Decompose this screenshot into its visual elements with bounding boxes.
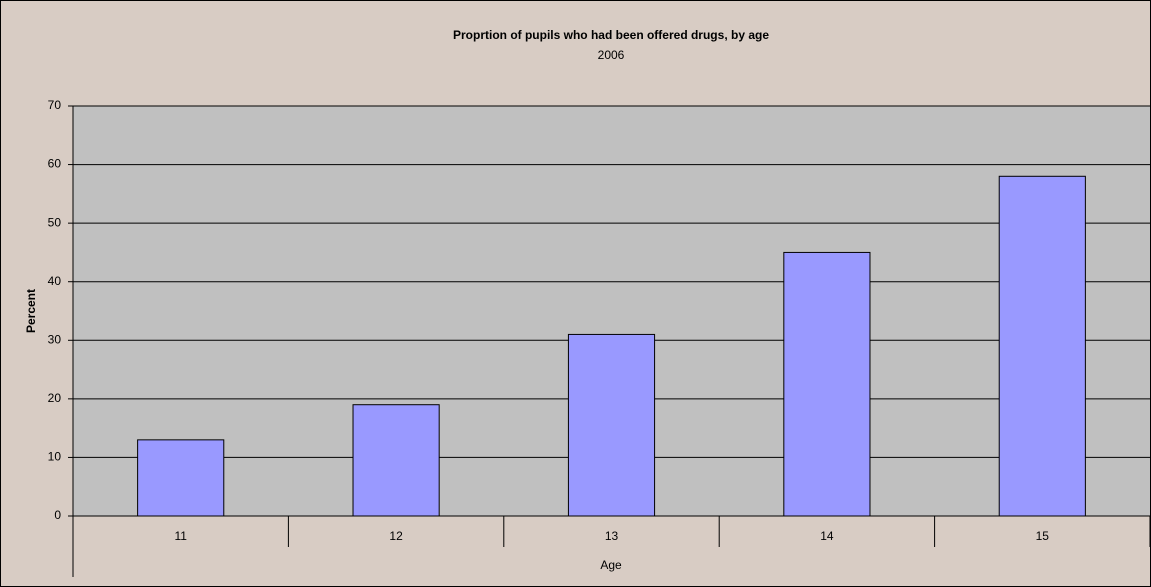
y-tick-label: 0 [54,508,61,522]
x-axis-label: Age [600,558,622,572]
x-tick-label: 13 [605,529,619,543]
y-tick-label: 60 [48,157,62,171]
x-tick-label: 12 [389,529,403,543]
bar [352,404,440,517]
bar [137,439,225,517]
chart-title: Proprtion of pupils who had been offered… [453,28,769,42]
y-tick-label: 20 [48,391,62,405]
y-tick-label: 40 [48,274,62,288]
y-axis-label: Percent [24,289,38,333]
y-tick-label: 10 [48,450,62,464]
y-tick-label: 50 [48,215,62,229]
x-tick-label: 11 [174,529,187,543]
bar [998,175,1086,517]
y-tick-label: 70 [48,98,62,112]
bar [783,251,871,517]
bar [567,333,656,517]
x-tick-label: 15 [1036,529,1050,543]
y-tick-label: 30 [48,332,62,346]
x-tick-label: 14 [820,529,834,543]
chart-subtitle: 2006 [598,48,625,62]
